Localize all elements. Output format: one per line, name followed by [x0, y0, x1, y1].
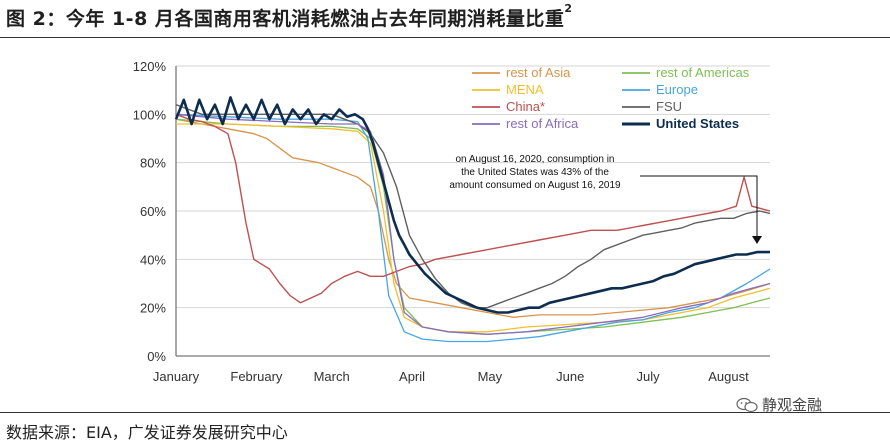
y-tick-label: 40% [140, 252, 166, 267]
y-tick-label: 80% [140, 156, 166, 171]
x-tick-label: August [708, 369, 749, 384]
watermark-text: 静观金融 [762, 396, 823, 414]
y-tick-label: 60% [140, 204, 166, 219]
annotation-text-line: on August 16, 2020, consumption in [455, 154, 614, 165]
annotation-arrowhead [752, 236, 762, 244]
x-tick-label: June [556, 369, 584, 384]
figure-title: 图 2：今年 1-8 月各国商用客机消耗燃油占去年同期消耗量比重2 [6, 2, 573, 31]
legend-label: rest of Africa [506, 116, 579, 131]
annotation-text-line: the United States was 43% of the [461, 167, 609, 178]
series-lines [174, 96, 771, 343]
figure-title-prefix: 图 2： [6, 8, 66, 30]
annotation: on August 16, 2020, consumption in the Un… [449, 154, 762, 244]
x-tick-label: July [637, 369, 661, 384]
figure-title-text: 今年 1-8 月各国商用客机消耗燃油占去年同期消耗量比重 [65, 8, 565, 30]
legend-label: MENA [506, 82, 544, 97]
y-tick-label: 120% [133, 59, 167, 74]
series-line-rest-of-asia [175, 118, 771, 318]
legend: rest of Asia rest of Americas MENA Europe Ch… [472, 65, 750, 131]
axes: 0% 20% 40% 60% 80% 100% 120% January February Mar… [133, 59, 749, 384]
legend-label: Europe [656, 82, 698, 97]
x-tick-label: January [153, 369, 200, 384]
y-tick-label: 20% [140, 301, 166, 316]
series-line-fsu [175, 104, 771, 309]
series-line-rest-of-americas [175, 118, 771, 335]
figure-title-footnote: 2 [564, 2, 573, 15]
annotation-leader [640, 175, 758, 236]
legend-label: United States [656, 116, 739, 131]
series-line-rest-of-africa [175, 113, 771, 335]
series-line-united-states [174, 96, 770, 314]
y-tick-label: 100% [133, 107, 167, 122]
x-tick-label: April [399, 369, 425, 384]
x-tick-label: February [230, 369, 283, 384]
watermark: 静观金融 [736, 394, 822, 415]
y-tick-label: 0% [147, 349, 166, 364]
x-tick-label: May [478, 369, 503, 384]
title-rule [0, 37, 890, 38]
annotation-text-line: amount consumed on August 16, 2019 [449, 180, 621, 191]
x-tick-label: March [314, 369, 350, 384]
source-rule [0, 412, 890, 413]
legend-label: China* [506, 99, 545, 114]
legend-label: rest of Asia [506, 65, 571, 80]
fuel-consumption-chart: 0% 20% 40% 60% 80% 100% 120% January February Mar… [133, 59, 771, 384]
source-note: 数据来源：EIA，广发证券发展研究中心 [6, 423, 288, 442]
legend-label: rest of Americas [656, 65, 750, 80]
series-line-china [175, 113, 771, 304]
legend-label: FSU [656, 99, 682, 114]
wechat-icon [736, 397, 758, 412]
